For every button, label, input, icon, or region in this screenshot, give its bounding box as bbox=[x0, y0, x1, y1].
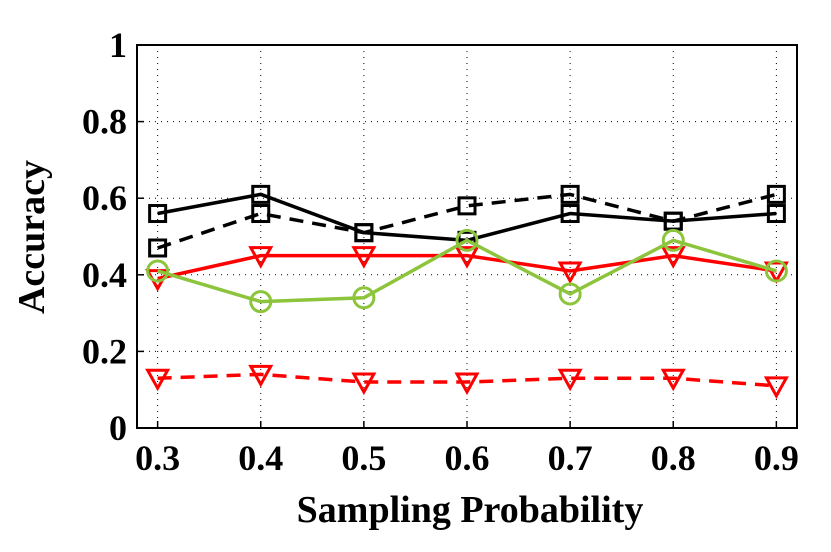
y-tick-label: 1 bbox=[109, 25, 127, 65]
marker bbox=[560, 204, 580, 224]
marker bbox=[455, 228, 479, 252]
marker bbox=[148, 238, 168, 258]
y-tick-label: 0 bbox=[109, 408, 127, 448]
series-line bbox=[157, 238, 777, 304]
marker bbox=[351, 372, 377, 396]
marker bbox=[454, 246, 480, 269]
y-tick-label: 0.2 bbox=[82, 331, 127, 371]
x-tick-label: 0.5 bbox=[341, 438, 386, 478]
marker bbox=[251, 184, 271, 204]
marker bbox=[560, 184, 580, 204]
marker bbox=[145, 368, 171, 392]
marker bbox=[248, 246, 274, 269]
x-tick-label: 0.4 bbox=[238, 438, 283, 478]
series-line bbox=[157, 192, 777, 250]
marker bbox=[764, 259, 788, 283]
marker bbox=[251, 204, 271, 224]
marker bbox=[558, 282, 582, 306]
marker bbox=[351, 246, 377, 269]
marker bbox=[557, 368, 583, 392]
marker bbox=[249, 290, 273, 314]
y-tick-label: 0.6 bbox=[82, 178, 127, 218]
marker bbox=[660, 368, 686, 392]
marker bbox=[248, 364, 274, 388]
marker bbox=[660, 246, 686, 269]
plot-frame bbox=[136, 44, 798, 429]
marker bbox=[454, 372, 480, 396]
marker bbox=[354, 223, 374, 243]
series-line bbox=[157, 253, 777, 281]
series-line bbox=[157, 372, 777, 388]
marker bbox=[661, 228, 685, 252]
marker bbox=[763, 376, 789, 399]
marker bbox=[557, 261, 583, 285]
y-axis-label: Accuracy bbox=[11, 160, 53, 314]
marker bbox=[766, 204, 786, 224]
marker bbox=[148, 204, 168, 224]
x-axis-label: Sampling Probability bbox=[297, 489, 644, 531]
marker bbox=[766, 184, 786, 204]
marker bbox=[146, 259, 170, 283]
x-tick-label: 0.9 bbox=[754, 438, 799, 478]
marker bbox=[763, 261, 789, 285]
x-tick-label: 0.8 bbox=[651, 438, 696, 478]
y-tick-label: 0.8 bbox=[82, 102, 127, 142]
x-tick-label: 0.3 bbox=[135, 438, 180, 478]
x-tick-label: 0.7 bbox=[548, 438, 593, 478]
marker bbox=[457, 196, 477, 216]
y-tick-label: 0.4 bbox=[82, 255, 127, 295]
marker bbox=[352, 286, 376, 310]
x-tick-label: 0.6 bbox=[445, 438, 490, 478]
